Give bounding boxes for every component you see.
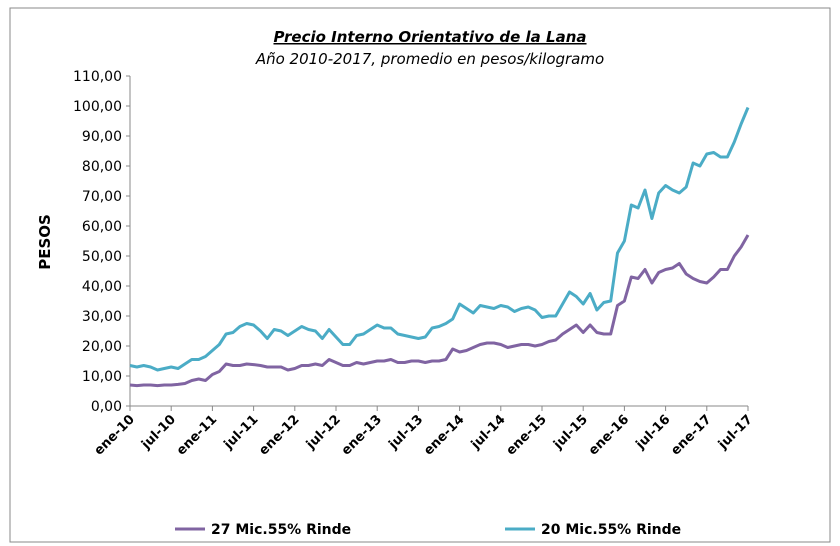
y-tick-label: 50,00 bbox=[82, 249, 122, 265]
y-tick-label: 80,00 bbox=[82, 159, 122, 175]
y-tick-label: 20,00 bbox=[82, 339, 122, 355]
y-tick-label: 100,00 bbox=[73, 99, 122, 115]
line-series bbox=[129, 234, 750, 388]
y-tick-label: 60,00 bbox=[82, 219, 122, 235]
y-tick-label: 40,00 bbox=[82, 279, 122, 295]
y-axis-label: PESOS bbox=[36, 214, 54, 270]
y-tick-label: 10,00 bbox=[82, 369, 122, 385]
chart-subtitle: Año 2010-2017, promedio en pesos/kilogra… bbox=[255, 50, 604, 68]
y-tick-label: 30,00 bbox=[82, 309, 122, 325]
y-tick-label: 110,00 bbox=[73, 69, 122, 85]
y-tick-label: 90,00 bbox=[82, 129, 122, 145]
legend-label: 27 Mic.55% Rinde bbox=[211, 522, 351, 538]
line-series bbox=[129, 106, 750, 372]
chart-frame bbox=[9, 7, 831, 543]
y-tick-label: 0,00 bbox=[91, 399, 122, 415]
legend-label: 20 Mic.55% Rinde bbox=[541, 522, 681, 538]
y-tick-label: 70,00 bbox=[82, 189, 122, 205]
chart-title: Precio Interno Orientativo de la Lana bbox=[273, 28, 586, 46]
